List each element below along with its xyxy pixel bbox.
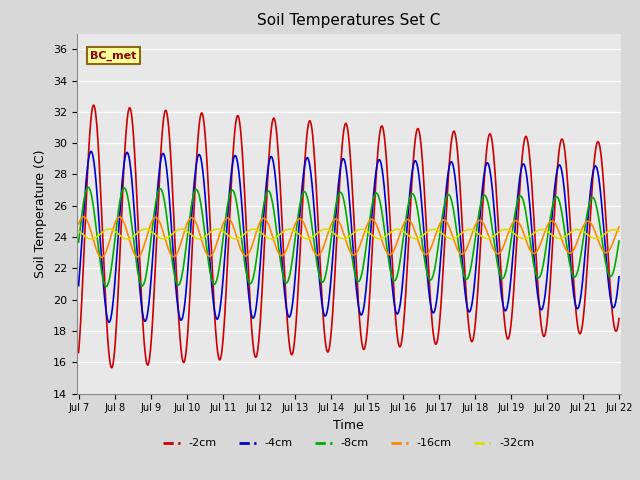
-32cm	[88, 236, 95, 242]
-16cm	[600, 249, 608, 255]
Title: Soil Temperatures Set C: Soil Temperatures Set C	[257, 13, 440, 28]
-8cm	[615, 238, 623, 244]
-8cm	[84, 184, 92, 190]
-4cm	[324, 307, 332, 312]
-32cm	[75, 228, 83, 234]
-2cm	[600, 185, 608, 191]
-4cm	[600, 227, 608, 233]
-2cm	[108, 365, 115, 371]
-16cm	[324, 232, 332, 238]
-2cm	[615, 316, 623, 322]
-4cm	[615, 274, 623, 280]
Legend: -2cm, -4cm, -8cm, -16cm, -32cm: -2cm, -4cm, -8cm, -16cm, -32cm	[159, 434, 539, 453]
-16cm	[338, 226, 346, 231]
-32cm	[102, 227, 110, 232]
-16cm	[615, 224, 623, 230]
-8cm	[338, 191, 346, 197]
-4cm	[87, 148, 95, 154]
-16cm	[79, 214, 87, 220]
-8cm	[600, 248, 607, 253]
-4cm	[501, 307, 509, 313]
Line: -2cm: -2cm	[79, 105, 619, 368]
-2cm	[600, 181, 607, 187]
-32cm	[338, 236, 346, 241]
-2cm	[501, 320, 509, 326]
-32cm	[600, 232, 607, 238]
Y-axis label: Soil Temperature (C): Soil Temperature (C)	[35, 149, 47, 278]
-8cm	[501, 273, 509, 278]
Line: -16cm: -16cm	[79, 217, 619, 257]
X-axis label: Time: Time	[333, 419, 364, 432]
-4cm	[75, 283, 83, 288]
Line: -8cm: -8cm	[79, 187, 619, 287]
-4cm	[102, 311, 110, 316]
-2cm	[324, 349, 332, 355]
-4cm	[338, 158, 346, 164]
-8cm	[103, 284, 111, 289]
-8cm	[600, 250, 608, 255]
-8cm	[324, 262, 332, 267]
-16cm	[600, 249, 607, 254]
-2cm	[75, 349, 83, 355]
-32cm	[501, 227, 509, 232]
-16cm	[103, 247, 111, 252]
Line: -4cm: -4cm	[79, 151, 619, 322]
-32cm	[324, 227, 332, 232]
-4cm	[106, 319, 113, 325]
-2cm	[102, 315, 110, 321]
-16cm	[98, 254, 106, 260]
-8cm	[102, 284, 110, 289]
-32cm	[600, 232, 608, 238]
-2cm	[90, 102, 97, 108]
Text: BC_met: BC_met	[90, 51, 137, 61]
-32cm	[106, 226, 113, 232]
-2cm	[338, 145, 346, 151]
-16cm	[75, 221, 83, 227]
-16cm	[501, 240, 509, 246]
-8cm	[75, 239, 83, 245]
-32cm	[615, 228, 623, 234]
Line: -32cm: -32cm	[79, 229, 619, 239]
-4cm	[600, 224, 607, 229]
